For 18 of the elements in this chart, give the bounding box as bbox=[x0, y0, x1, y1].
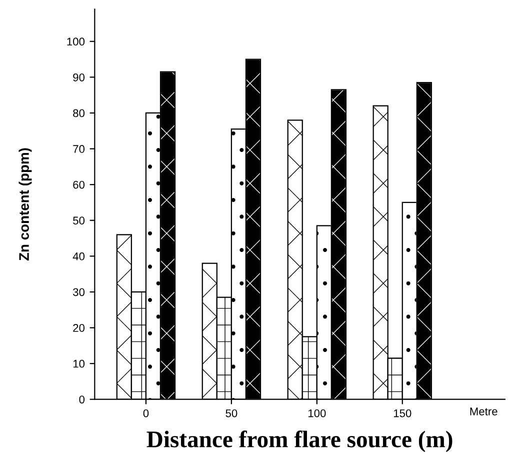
x-tick-label: 100 bbox=[308, 409, 326, 418]
y-tick-label: 10 bbox=[73, 360, 85, 368]
y-tick-label: 0 bbox=[79, 396, 85, 404]
x-tick-label: 0 bbox=[143, 409, 149, 418]
y-tick-label: 70 bbox=[73, 145, 85, 153]
y-tick-label: 90 bbox=[73, 73, 85, 82]
y-tick-label: 50 bbox=[73, 216, 85, 224]
text: Metre bbox=[470, 408, 498, 416]
y-tick-label: 80 bbox=[73, 109, 85, 118]
x-tick-label: 150 bbox=[394, 409, 412, 418]
y-tick-label: 30 bbox=[73, 288, 85, 296]
y-tick-label: 60 bbox=[73, 180, 85, 189]
x-tick-label: 50 bbox=[226, 409, 238, 418]
y-tick-label: 40 bbox=[72, 252, 85, 260]
y-axis-title: Zn content (ppm) bbox=[18, 148, 32, 261]
y-tick-label: 20 bbox=[73, 324, 85, 332]
x-axis-title: Distance from flare source (m) bbox=[146, 430, 452, 452]
y-tick-label: 100 bbox=[67, 38, 85, 46]
